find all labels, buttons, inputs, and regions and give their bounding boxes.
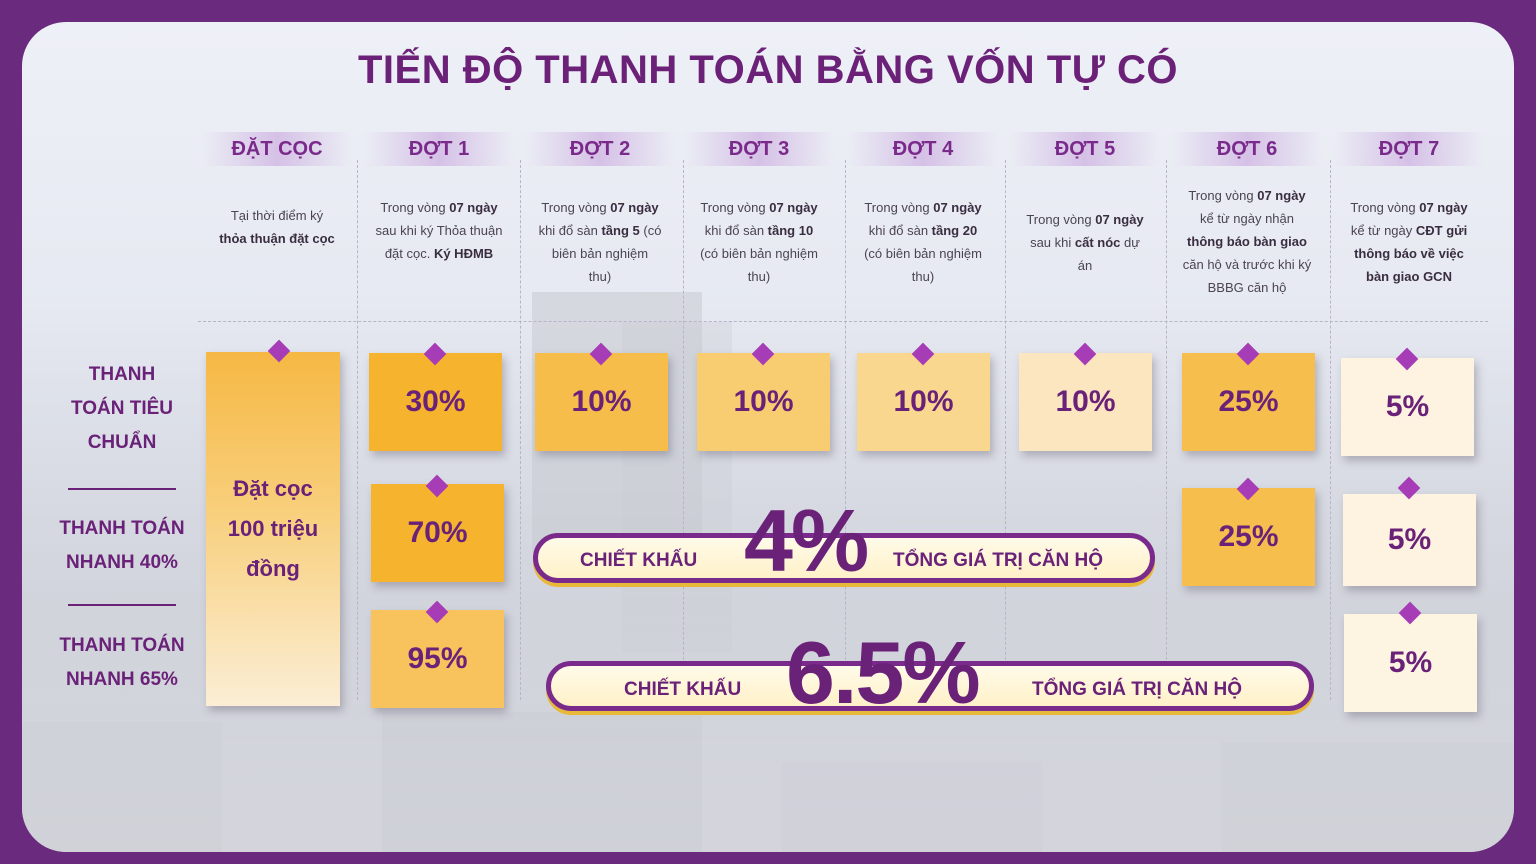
column-header-5: ĐỢT 5 bbox=[1010, 132, 1160, 166]
discount-4-value: 4% bbox=[744, 491, 869, 590]
standard-dot6-card: 25% bbox=[1182, 353, 1315, 451]
column-header-6: ĐỢT 6 bbox=[1172, 132, 1322, 166]
standard-dot3-card: 10% bbox=[697, 353, 830, 451]
column-description-3: Trong vòng 07 ngày khi đổ sàn tầng 10 (có … bbox=[700, 200, 818, 284]
row-separator bbox=[68, 488, 176, 490]
discount-4-banner: CHIẾT KHẤU TỔNG GIÁ TRỊ CĂN HỘ bbox=[533, 533, 1155, 583]
fast40-dot6-card: 25% bbox=[1182, 488, 1315, 586]
column-header-1: ĐỢT 1 bbox=[364, 132, 514, 166]
deposit-card: Đặt cọc 100 triệu đồng bbox=[206, 352, 340, 706]
fast40-dot7-card: 5% bbox=[1343, 494, 1476, 586]
fast65-dot7-card: 5% bbox=[1344, 614, 1477, 712]
column-header-2: ĐỢT 2 bbox=[525, 132, 675, 166]
column-divider bbox=[1166, 160, 1167, 700]
standard-dot4-card: 10% bbox=[857, 353, 990, 451]
row-divider bbox=[198, 321, 1488, 322]
column-divider bbox=[1330, 160, 1331, 700]
column-divider bbox=[845, 160, 846, 700]
standard-dot1-card: 30% bbox=[369, 353, 502, 451]
column-header-0: ĐẶT CỌC bbox=[202, 132, 352, 166]
column-description-7: Trong vòng 07 ngày kể từ ngày CĐT gửi thôn… bbox=[1350, 200, 1468, 284]
column-description-1: Trong vòng 07 ngày sau khi ký Thỏa thuận đ… bbox=[375, 200, 503, 261]
column-description-2: Trong vòng 07 ngày khi đổ sàn tầng 5 (có b… bbox=[538, 200, 662, 284]
column-divider bbox=[520, 160, 521, 700]
column-header-4: ĐỢT 4 bbox=[848, 132, 998, 166]
standard-dot2-card: 10% bbox=[535, 353, 668, 451]
column-description-6: Trong vòng 07 ngày kể từ ngày nhận thông b… bbox=[1182, 188, 1312, 295]
page-title: TIẾN ĐỘ THANH TOÁN BẰNG VỐN TỰ CÓ bbox=[357, 48, 1179, 92]
row-label-fast65: THANH TOÁN NHANH 65% bbox=[59, 635, 185, 690]
column-header-7: ĐỢT 7 bbox=[1334, 132, 1484, 166]
fast65-dot1-card: 95% bbox=[371, 610, 504, 708]
row-separator bbox=[68, 604, 176, 606]
discount-65-banner: CHIẾT KHẤU TỔNG GIÁ TRỊ CĂN HỘ bbox=[546, 661, 1314, 711]
column-description-0: Tại thời điểm ký thỏa thuận đặt cọc bbox=[219, 208, 335, 246]
fast40-dot1-card: 70% bbox=[371, 484, 504, 582]
row-label-standard: THANH TOÁN TIÊU CHUẨN bbox=[70, 364, 174, 453]
column-header-3: ĐỢT 3 bbox=[684, 132, 834, 166]
column-description-5: Trong vòng 07 ngày sau khi cất nóc dự án bbox=[1026, 212, 1144, 273]
discount-65-value: 6.5% bbox=[786, 623, 981, 722]
row-label-fast40: THANH TOÁN NHANH 40% bbox=[59, 518, 185, 573]
column-divider bbox=[1005, 160, 1006, 700]
column-divider bbox=[357, 160, 358, 700]
standard-dot7-card: 5% bbox=[1341, 358, 1474, 456]
standard-dot5-card: 10% bbox=[1019, 353, 1152, 451]
column-divider bbox=[683, 160, 684, 700]
column-description-4: Trong vòng 07 ngày khi đổ sàn tầng 20 (có … bbox=[864, 200, 982, 284]
